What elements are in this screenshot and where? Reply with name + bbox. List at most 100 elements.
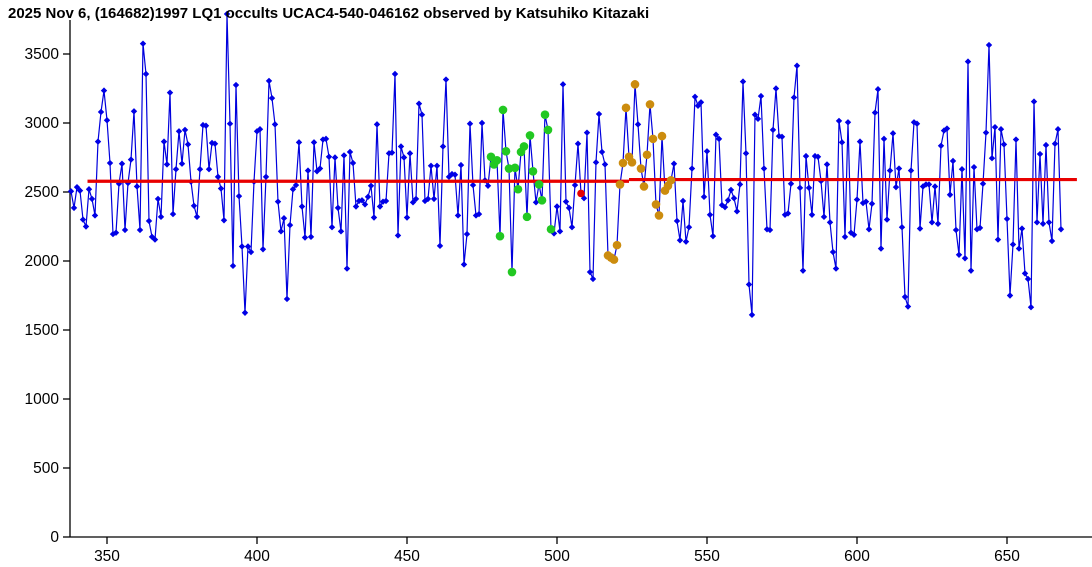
x-axis-tick-label: 500 [544, 548, 570, 565]
data-point-blue [676, 237, 684, 244]
data-point-blue [907, 167, 915, 174]
data-point-blue [409, 199, 417, 206]
data-point-blue [1051, 140, 1059, 147]
data-point-blue [826, 219, 834, 226]
data-point-blue [316, 165, 324, 172]
data-point-blue [556, 228, 564, 235]
data-point-blue [553, 203, 561, 210]
data-point-blue [139, 40, 147, 47]
data-point-blue [403, 214, 411, 221]
data-point-blue [868, 200, 876, 207]
x-axis-tick-label: 400 [244, 548, 270, 565]
data-point-blue [451, 171, 459, 178]
data-point-blue [673, 217, 681, 225]
data-point-blue [220, 217, 228, 224]
data-point-blue [904, 303, 912, 310]
data-point-blue [469, 181, 477, 189]
data-point-blue [949, 157, 957, 165]
data-point-orange [657, 131, 667, 141]
data-point-blue [82, 223, 90, 230]
data-point-blue [931, 183, 939, 190]
data-point-blue [736, 181, 744, 188]
data-point-blue [382, 197, 390, 205]
data-point-blue [478, 119, 486, 127]
data-point-blue [592, 159, 600, 166]
data-point-blue [412, 195, 420, 203]
data-point-blue [1009, 241, 1017, 248]
data-point-blue [679, 197, 687, 205]
data-point-blue [727, 186, 735, 194]
data-point-blue [790, 94, 798, 101]
data-point-blue [1039, 220, 1047, 227]
data-point-blue [226, 120, 234, 127]
data-point-orange [615, 180, 625, 189]
data-point-green [519, 142, 529, 151]
data-point-blue [202, 122, 210, 129]
data-point-blue [967, 267, 975, 274]
data-point-blue [886, 167, 894, 174]
data-point-blue [1003, 215, 1011, 223]
data-point-blue [217, 185, 225, 192]
data-point-blue [460, 261, 468, 268]
data-point-blue [568, 223, 576, 231]
data-point-blue [691, 93, 699, 100]
data-point-green [510, 163, 520, 173]
data-point-blue [181, 126, 189, 134]
data-point-blue [583, 129, 591, 136]
data-point-blue [772, 85, 780, 92]
data-point-blue [760, 165, 768, 172]
data-point-blue [793, 62, 801, 69]
data-point-blue [364, 193, 372, 201]
data-point-blue [169, 210, 177, 218]
data-point-blue [913, 120, 921, 127]
data-point-blue [730, 195, 738, 202]
data-point-blue [802, 152, 810, 160]
data-point-blue [955, 251, 963, 258]
data-point-blue [586, 268, 594, 276]
data-point-blue [436, 242, 444, 250]
data-point-blue [850, 231, 858, 238]
data-point-blue [715, 135, 723, 143]
data-point-blue [340, 152, 348, 159]
data-point-blue [91, 212, 99, 219]
data-point-green [546, 224, 556, 234]
data-point-blue [838, 139, 846, 146]
data-point-blue [925, 181, 933, 188]
data-point-green [522, 212, 532, 222]
data-point-blue [1006, 292, 1014, 299]
data-point-blue [634, 121, 642, 128]
data-point-blue [901, 293, 909, 301]
data-point-blue [934, 220, 942, 227]
data-point-blue [184, 141, 192, 148]
data-point-green [543, 125, 553, 135]
data-point-red [577, 189, 585, 198]
data-point-blue [397, 143, 405, 150]
data-point-blue [1021, 270, 1029, 277]
data-point-blue [358, 197, 366, 204]
data-point-blue [1048, 237, 1056, 245]
data-point-blue [106, 159, 114, 167]
data-point-orange [618, 158, 628, 168]
data-point-blue [352, 203, 360, 210]
data-point-blue [733, 208, 741, 215]
data-point-blue [439, 143, 447, 150]
data-point-blue [685, 223, 693, 231]
data-point-blue [151, 236, 159, 243]
data-point-blue [130, 108, 138, 115]
data-point-blue [805, 184, 813, 192]
data-point-blue [853, 196, 861, 203]
data-point-blue [388, 149, 396, 156]
y-axis-tick-label: 1000 [25, 391, 60, 408]
data-point-blue [952, 226, 960, 234]
data-point-blue [1018, 225, 1026, 232]
data-point-blue [574, 140, 582, 147]
x-axis-tick-label: 650 [994, 548, 1020, 565]
data-point-green [534, 180, 544, 189]
data-point-blue [844, 119, 852, 126]
data-point-green [507, 267, 517, 277]
data-point-blue [433, 162, 441, 169]
data-point-blue [337, 228, 345, 235]
data-point-blue [289, 186, 297, 193]
data-point-blue [133, 183, 141, 190]
data-point-blue [745, 281, 753, 288]
